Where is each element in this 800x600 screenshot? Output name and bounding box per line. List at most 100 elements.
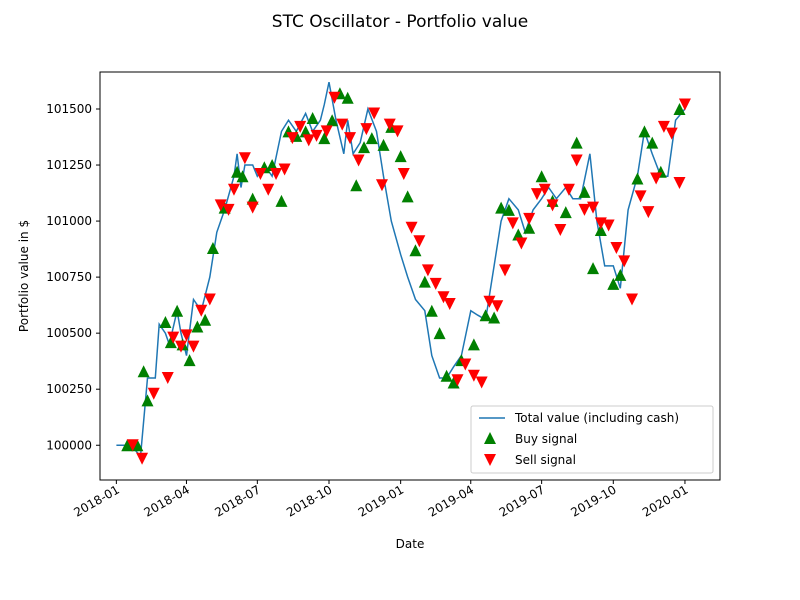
buy-signal-marker [318, 132, 331, 145]
sell-signal-marker [270, 168, 283, 180]
buy-signal-marker [191, 320, 204, 333]
legend: Total value (including cash) Buy signal … [470, 405, 714, 474]
sell-signal-marker [278, 163, 291, 176]
x-tick-label: 2018-04 [142, 482, 192, 519]
sell-signal-marker [673, 176, 686, 189]
sell-signal-marker [246, 201, 259, 214]
buy-signal-marker [559, 206, 572, 219]
x-tick-label: 2019-10 [568, 482, 618, 519]
buy-signal-marker [433, 327, 446, 340]
sell-signal-marker [562, 183, 575, 196]
buy-signal-marker [418, 275, 431, 288]
x-tick-label: 2018-01 [71, 482, 121, 519]
buy-signal-marker [350, 179, 363, 192]
sell-signal-marker [570, 154, 583, 167]
sell-signal-marker [657, 120, 670, 133]
buy-signal-marker [377, 138, 390, 151]
sell-signal-marker [360, 123, 373, 136]
buy-signal-marker [488, 311, 501, 324]
sell-signal-marker [222, 203, 235, 216]
x-tick-label: 2020-01 [640, 482, 690, 519]
legend-entry-buy-signal: Buy signal [515, 432, 577, 446]
sell-signal-marker [610, 241, 623, 254]
sell-signal-marker [650, 172, 663, 185]
buy-signal-marker [673, 102, 686, 115]
sell-signal-marker [523, 212, 536, 225]
sell-signal-marker [187, 340, 200, 353]
buy-signal-marker [206, 241, 219, 254]
sell-signal-marker [383, 118, 396, 131]
sell-signal-marker [397, 168, 410, 180]
sell-signal-marker [678, 98, 691, 111]
sell-signal-marker [665, 127, 678, 140]
sell-signal-marker [344, 132, 357, 145]
sell-signal-marker [506, 217, 519, 230]
sell-signal-marker [375, 179, 388, 192]
sell-signal-layer [126, 91, 691, 465]
sell-signal-marker [136, 452, 149, 465]
buy-signal-marker [401, 190, 414, 203]
y-tick-label: 100000 [46, 438, 92, 452]
sell-signal-marker [625, 293, 638, 306]
sell-signal-marker [391, 125, 404, 138]
x-tick-label: 2018-10 [284, 482, 334, 519]
sell-signal-marker [368, 107, 381, 120]
sell-signal-marker [147, 387, 160, 400]
sell-signal-marker [467, 369, 480, 382]
buy-signal-marker [275, 194, 288, 207]
sell-signal-marker [578, 203, 591, 216]
sell-signal-marker [443, 298, 456, 311]
y-tick-label: 100500 [46, 326, 92, 340]
sell-signal-marker [262, 183, 275, 196]
x-axis: 2018-01 2018-04 2018-07 2018-10 2019-01 2019-… [71, 480, 690, 520]
buy-signal-marker [171, 304, 184, 317]
x-tick-label: 2019-04 [426, 482, 476, 519]
buy-signal-marker [236, 170, 249, 183]
buy-signal-marker [587, 262, 600, 275]
x-tick-label: 2019-01 [356, 482, 406, 519]
sell-signal-marker [126, 439, 139, 452]
sell-signal-marker [254, 168, 267, 180]
buy-signal-marker [141, 394, 154, 407]
sell-signal-marker [618, 255, 631, 268]
sell-signal-marker [483, 295, 496, 308]
buy-signal-marker [646, 136, 659, 149]
sell-signal-marker [328, 91, 341, 104]
buy-signal-marker [440, 369, 453, 382]
buy-signal-marker [137, 365, 150, 378]
sell-signal-marker [530, 188, 543, 201]
legend-entry-sell-signal: Sell signal [515, 453, 576, 467]
legend-entry-total-value: Total value (including cash) [514, 411, 679, 425]
buy-signal-marker [607, 277, 620, 290]
buy-signal-marker [479, 309, 492, 322]
buy-signal-marker [535, 170, 548, 183]
sell-signal-marker [642, 206, 655, 219]
buy-signal-marker [326, 114, 339, 127]
sell-signal-marker [405, 221, 418, 234]
buy-signal-marker [358, 141, 371, 154]
buy-signal-marker [570, 136, 583, 149]
sell-signal-marker [515, 237, 528, 250]
buy-signal-marker [365, 132, 378, 145]
buy-signal-marker [467, 338, 480, 351]
sell-signal-marker [336, 118, 349, 131]
sell-signal-marker [180, 329, 193, 342]
sell-signal-marker [195, 304, 208, 317]
sell-signal-marker [538, 183, 551, 196]
buy-signal-marker [638, 125, 651, 138]
sell-signal-marker [203, 293, 216, 306]
legend-buy-swatch [484, 432, 496, 444]
sell-signal-marker [429, 277, 442, 290]
buy-signal-marker [231, 165, 244, 178]
sell-signal-marker [286, 132, 299, 145]
sell-signal-marker [475, 376, 488, 389]
buy-signal-marker [341, 91, 354, 104]
y-axis-label: Portfolio value in $ [17, 220, 31, 332]
sell-signal-marker [554, 224, 567, 237]
sell-signal-marker [227, 183, 240, 196]
sell-signal-marker [421, 264, 434, 277]
buy-signal-marker [394, 150, 407, 163]
buy-signal-marker [523, 221, 536, 234]
y-axis: 100000 100250 100500 100750 101000 101250 1015… [46, 102, 100, 452]
